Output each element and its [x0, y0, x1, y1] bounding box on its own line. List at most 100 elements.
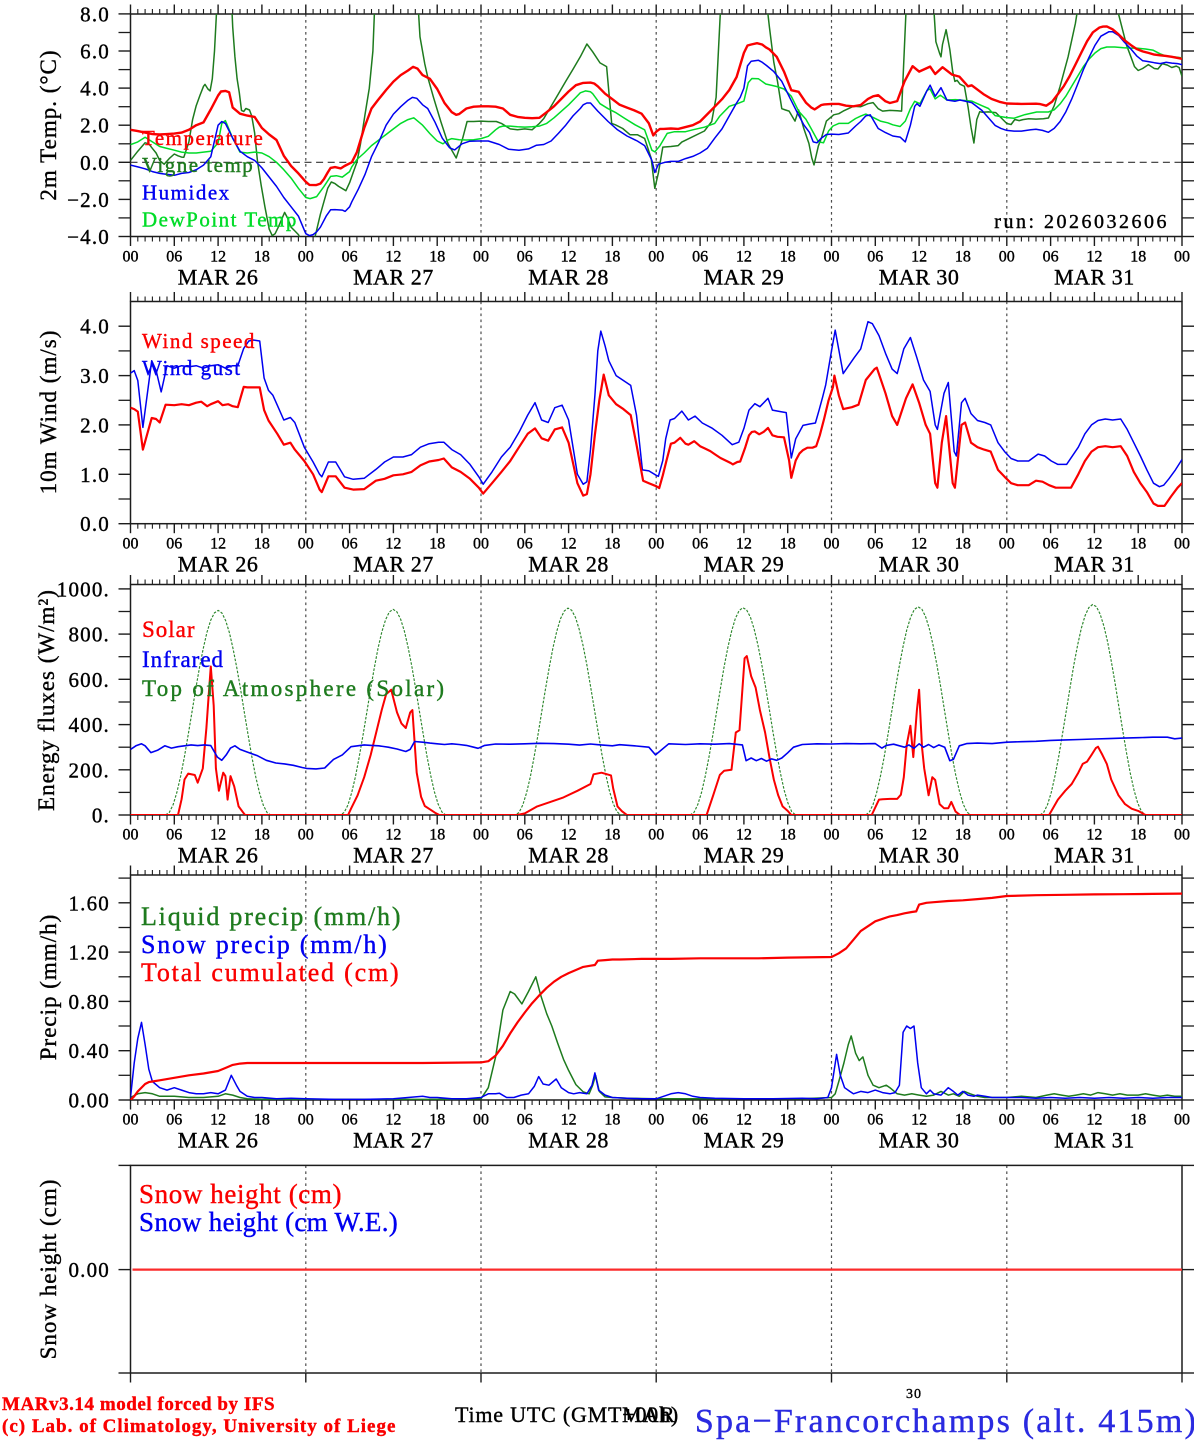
- svg-text:06: 06: [692, 249, 708, 266]
- svg-text:12: 12: [385, 827, 401, 844]
- svg-text:12: 12: [911, 827, 927, 844]
- svg-text:0.00: 0.00: [68, 1258, 110, 1282]
- svg-text:12: 12: [210, 249, 226, 266]
- svg-text:Liquid precip (mm/h): Liquid precip (mm/h): [141, 902, 402, 931]
- svg-text:00: 00: [1174, 1112, 1190, 1129]
- svg-text:Spa−Francorchamps (alt. 415m): Spa−Francorchamps (alt. 415m): [695, 1403, 1194, 1440]
- svg-text:MAR 29: MAR 29: [704, 265, 785, 290]
- svg-text:Vigne temp: Vigne temp: [142, 153, 254, 177]
- svg-text:MAR 27: MAR 27: [353, 1128, 434, 1153]
- svg-text:MAR 26: MAR 26: [178, 265, 259, 290]
- svg-text:12: 12: [736, 1112, 752, 1129]
- svg-text:MAR 31: MAR 31: [1054, 265, 1135, 290]
- svg-text:(c) Lab. of Climatology, Unive: (c) Lab. of Climatology, University of L…: [2, 1416, 396, 1437]
- svg-text:00: 00: [648, 1112, 664, 1129]
- svg-text:0.: 0.: [92, 804, 110, 828]
- svg-text:18: 18: [780, 536, 796, 553]
- svg-text:MAR 28: MAR 28: [528, 265, 609, 290]
- svg-text:18: 18: [1130, 536, 1146, 553]
- svg-text:2.0: 2.0: [80, 114, 110, 138]
- svg-text:0.0: 0.0: [80, 512, 110, 536]
- svg-text:12: 12: [561, 827, 577, 844]
- svg-text:06: 06: [692, 1112, 708, 1129]
- svg-text:18: 18: [780, 827, 796, 844]
- svg-text:800.: 800.: [68, 623, 110, 647]
- svg-text:00: 00: [1174, 827, 1190, 844]
- svg-text:2m Temp. (°C): 2m Temp. (°C): [36, 49, 61, 200]
- svg-text:18: 18: [1130, 827, 1146, 844]
- svg-text:00: 00: [999, 536, 1015, 553]
- svg-text:00: 00: [648, 536, 664, 553]
- svg-text:06: 06: [517, 249, 533, 266]
- svg-text:18: 18: [604, 1112, 620, 1129]
- svg-text:06: 06: [1043, 1112, 1059, 1129]
- svg-text:MAR 28: MAR 28: [528, 1128, 609, 1153]
- svg-text:0.00: 0.00: [68, 1089, 110, 1113]
- svg-text:MAR 30: MAR 30: [879, 843, 960, 868]
- svg-text:12: 12: [561, 249, 577, 266]
- svg-text:MARv3.14 model forced by IFS: MARv3.14 model forced by IFS: [2, 1394, 275, 1415]
- svg-text:06: 06: [517, 536, 533, 553]
- svg-text:6.0: 6.0: [80, 40, 110, 64]
- svg-text:MAR 29: MAR 29: [704, 552, 785, 577]
- svg-text:18: 18: [254, 536, 270, 553]
- svg-text:MAR 31: MAR 31: [1054, 1128, 1135, 1153]
- svg-text:00: 00: [1174, 536, 1190, 553]
- svg-text:MAR: MAR: [622, 1402, 676, 1427]
- svg-text:18: 18: [780, 1112, 796, 1129]
- svg-text:18: 18: [955, 1112, 971, 1129]
- svg-text:06: 06: [342, 536, 358, 553]
- svg-text:1000.: 1000.: [57, 577, 110, 601]
- svg-text:Wind gust: Wind gust: [142, 356, 242, 380]
- svg-text:12: 12: [911, 1112, 927, 1129]
- svg-text:00: 00: [999, 249, 1015, 266]
- svg-text:00: 00: [298, 536, 314, 553]
- svg-text:06: 06: [1043, 827, 1059, 844]
- svg-text:8.0: 8.0: [80, 2, 110, 26]
- svg-text:MAR 29: MAR 29: [704, 843, 785, 868]
- svg-text:MAR 30: MAR 30: [879, 552, 960, 577]
- svg-text:1.0: 1.0: [80, 463, 110, 487]
- svg-text:12: 12: [736, 249, 752, 266]
- svg-text:Infrared: Infrared: [142, 647, 224, 672]
- svg-text:MAR 30: MAR 30: [879, 265, 960, 290]
- svg-text:18: 18: [1130, 249, 1146, 266]
- svg-text:06: 06: [517, 827, 533, 844]
- svg-text:0.0: 0.0: [80, 151, 110, 175]
- svg-text:0.40: 0.40: [68, 1039, 110, 1063]
- svg-text:06: 06: [692, 536, 708, 553]
- svg-text:MAR 29: MAR 29: [704, 1128, 785, 1153]
- svg-text:MAR 27: MAR 27: [353, 843, 434, 868]
- svg-text:00: 00: [123, 536, 139, 553]
- svg-text:06: 06: [342, 1112, 358, 1129]
- svg-text:Energy fluxes (W/m²): Energy fluxes (W/m²): [34, 589, 59, 811]
- svg-text:00: 00: [648, 249, 664, 266]
- svg-text:18: 18: [254, 1112, 270, 1129]
- svg-text:12: 12: [1086, 827, 1102, 844]
- svg-text:12: 12: [210, 536, 226, 553]
- svg-text:18: 18: [955, 827, 971, 844]
- svg-text:18: 18: [604, 827, 620, 844]
- svg-text:06: 06: [867, 536, 883, 553]
- svg-text:06: 06: [342, 249, 358, 266]
- svg-text:MAR 26: MAR 26: [178, 1128, 259, 1153]
- svg-text:06: 06: [517, 1112, 533, 1129]
- svg-text:00: 00: [123, 827, 139, 844]
- svg-text:12: 12: [210, 1112, 226, 1129]
- svg-text:MAR 26: MAR 26: [178, 552, 259, 577]
- svg-text:Snow height (cm W.E.): Snow height (cm W.E.): [139, 1207, 398, 1237]
- svg-text:4.0: 4.0: [80, 315, 110, 339]
- svg-text:MAR 26: MAR 26: [178, 843, 259, 868]
- svg-text:12: 12: [210, 827, 226, 844]
- svg-text:00: 00: [473, 827, 489, 844]
- svg-text:−2.0: −2.0: [67, 188, 110, 212]
- svg-text:18: 18: [604, 536, 620, 553]
- svg-text:00: 00: [999, 827, 1015, 844]
- svg-text:18: 18: [955, 536, 971, 553]
- svg-text:12: 12: [911, 536, 927, 553]
- svg-text:Precip (mm/h): Precip (mm/h): [36, 914, 61, 1061]
- svg-text:12: 12: [385, 536, 401, 553]
- svg-text:1.20: 1.20: [68, 941, 110, 965]
- svg-text:Snow precip (mm/h): Snow precip (mm/h): [141, 930, 389, 959]
- svg-text:00: 00: [824, 1112, 840, 1129]
